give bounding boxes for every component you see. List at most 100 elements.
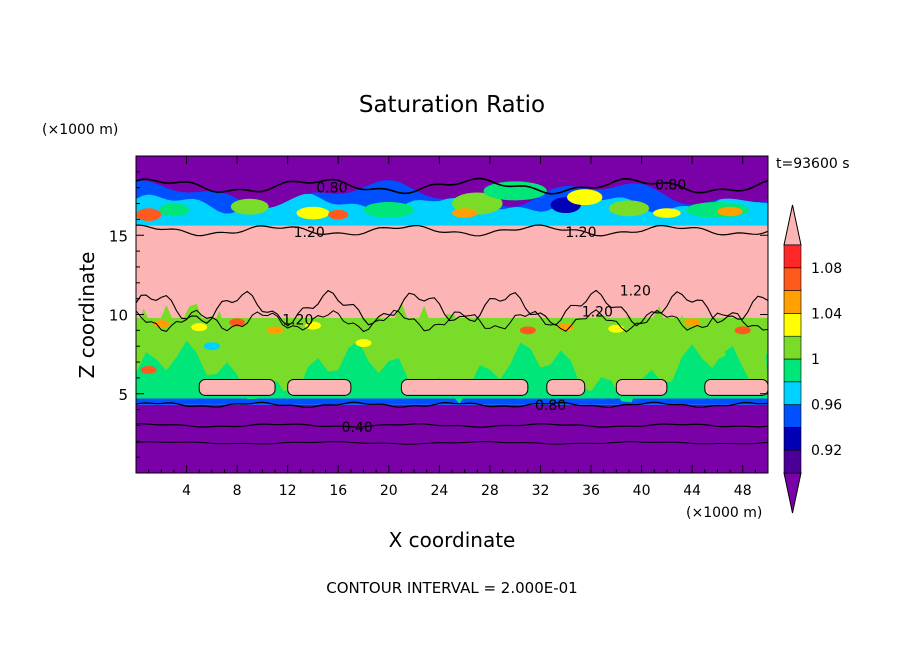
colorbar-box — [783, 427, 802, 451]
contour-label: 0.80 — [655, 178, 686, 194]
colorbar-tick-label: 1 — [811, 352, 820, 368]
cloud-speckle — [140, 365, 157, 374]
x-tick-label: 8 — [233, 483, 242, 499]
x-tick-label: 48 — [734, 483, 752, 499]
upper-cloud-patch — [717, 206, 743, 217]
colorbar-tick-label: 0.92 — [811, 443, 842, 459]
upper-dry-layer — [136, 156, 768, 209]
colorbar-box — [783, 313, 802, 337]
cloud-speckle — [557, 323, 574, 332]
mid-cloud-layer — [136, 302, 768, 391]
x-tick-label: 12 — [279, 483, 297, 499]
contour-line — [136, 289, 768, 327]
upper-cloud-patch — [136, 208, 162, 221]
y-unit-label: (×1000 m) — [42, 122, 118, 138]
x-tick-label: 16 — [329, 483, 347, 499]
x-tick-label: 28 — [481, 483, 499, 499]
cloud-speckle — [519, 326, 536, 335]
contour-label: 0.40 — [342, 420, 373, 436]
colorbar-box — [783, 404, 802, 428]
colorbar-arrow-low — [783, 472, 802, 514]
y-axis: 5 10 15 — [109, 171, 768, 458]
contour-label: 0.80 — [316, 181, 347, 197]
saturated-lens — [198, 378, 276, 396]
upper-cloud-patch — [296, 206, 330, 220]
x-tick-label: 40 — [633, 483, 651, 499]
cloud-speckle — [229, 318, 246, 327]
upper-cloud-patch — [608, 200, 650, 217]
colorbar-box — [783, 381, 802, 405]
upper-cloud-patch — [652, 208, 681, 218]
colorbar-tick-label: 0.96 — [811, 398, 842, 414]
saturation-field — [136, 156, 768, 473]
cloud-speckle — [431, 354, 448, 363]
x-tick-label: 36 — [582, 483, 600, 499]
colorbar-box — [783, 358, 802, 383]
field-band — [136, 404, 768, 473]
upper-cloud-patch — [328, 209, 349, 220]
chart-title: Saturation Ratio — [359, 92, 545, 118]
colorbar-box — [783, 290, 802, 314]
cloud-speckle — [203, 342, 220, 351]
saturated-lens — [704, 378, 768, 396]
contour-label: 1.20 — [620, 284, 651, 300]
colorbar-box — [783, 335, 802, 360]
saturated-lens — [400, 378, 529, 396]
upper-cloud-patch — [483, 181, 547, 201]
saturated-lens — [287, 378, 352, 396]
x-tick-label: 20 — [380, 483, 398, 499]
upper-cloud-patch — [452, 208, 478, 218]
x-tick-label: 32 — [532, 483, 550, 499]
saturated-lens — [615, 378, 668, 396]
contour-label: 0.80 — [535, 398, 566, 414]
colorbar-box — [783, 449, 802, 474]
colorbar-arrow-high — [783, 204, 802, 246]
contour-labels: 0.80 0.80 1.20 1.20 1.20 1.20 1.20 0.80 0.40 — [282, 178, 686, 437]
x-tick-label: 24 — [430, 483, 448, 499]
lower-cloud-layer — [136, 340, 768, 404]
contour-line — [136, 441, 768, 445]
colorbar-box — [783, 267, 802, 291]
cloud-speckle — [191, 323, 208, 332]
contour-line — [136, 423, 768, 428]
field-band — [136, 398, 768, 405]
y-tick-label: 10 — [109, 307, 128, 325]
contour-label: 1.20 — [282, 312, 313, 328]
y-tick-label: 5 — [118, 386, 128, 404]
contour-interval-note: CONTOUR INTERVAL = 2.000E-01 — [326, 579, 577, 597]
cloud-speckle — [304, 321, 321, 330]
upper-cloud-patch — [363, 201, 415, 218]
cloud-speckle — [684, 318, 701, 327]
colorbar: 0.92 0.96 1 1.04 1.08 — [783, 204, 842, 514]
upper-cloud-patch — [230, 198, 269, 215]
field-band — [136, 225, 768, 318]
colorbar-tick-label: 1.08 — [811, 261, 842, 277]
upper-cloud-patch — [158, 203, 190, 217]
cloud-speckle — [709, 350, 726, 359]
cloud-speckle — [267, 326, 284, 335]
contour-label: 1.20 — [565, 225, 596, 241]
contour-lines — [136, 177, 768, 445]
contour-label: 1.20 — [294, 225, 325, 241]
contour-line — [136, 224, 768, 237]
upper-cloud-patch — [567, 189, 603, 206]
cloud-speckle — [734, 326, 751, 335]
x-axis-label: X coordinate — [389, 528, 516, 552]
y-axis-label: Z coordinate — [75, 252, 99, 379]
time-label: t=93600 s — [776, 156, 850, 172]
cloud-speckle — [153, 320, 170, 329]
contour-line — [136, 309, 768, 333]
contour-label: 1.20 — [582, 304, 613, 320]
x-axis: 4 8 12 16 20 24 28 32 36 40 44 48 — [148, 156, 756, 499]
x-unit-label: (×1000 m) — [686, 505, 762, 521]
x-tick-label: 4 — [182, 483, 191, 499]
contour-line — [136, 177, 768, 195]
y-tick-label: 15 — [109, 227, 128, 245]
cloud-speckle — [355, 339, 372, 348]
saturated-lens — [546, 378, 586, 396]
contour-line — [136, 401, 768, 409]
colorbar-tick-label: 1.04 — [811, 306, 842, 322]
colorbar-box — [783, 244, 802, 269]
x-tick-label: 44 — [683, 483, 701, 499]
